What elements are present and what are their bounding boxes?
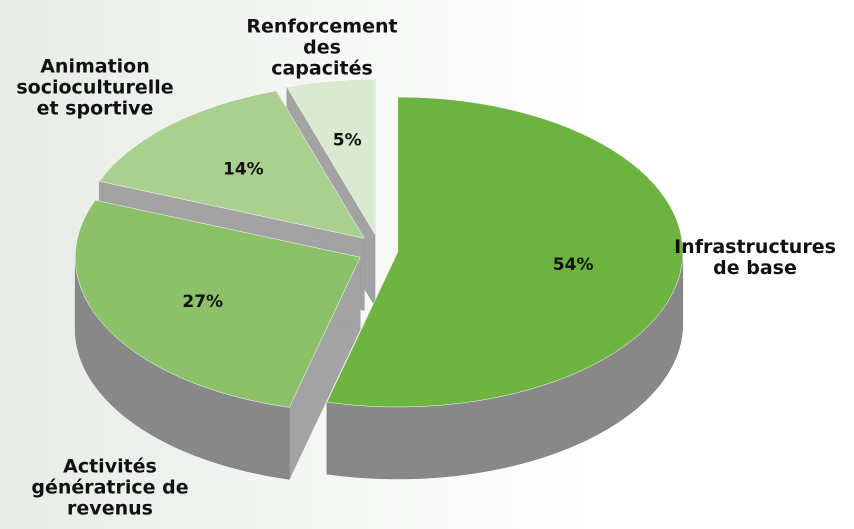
slice [98,90,365,239]
category-label: Renforcement des capacités [246,15,398,80]
value-label: 5% [333,130,362,150]
slice [286,78,376,236]
value-label: 54% [553,255,594,275]
value-label: 14% [223,159,264,179]
category-label: Infrastructures de base [674,236,836,279]
value-label: 27% [182,292,223,312]
category-label: Activités génératrice de revenus [31,455,189,520]
slice [74,199,361,408]
slice [326,96,684,408]
category-label: Animation socioculturelle et sportive [16,55,174,120]
